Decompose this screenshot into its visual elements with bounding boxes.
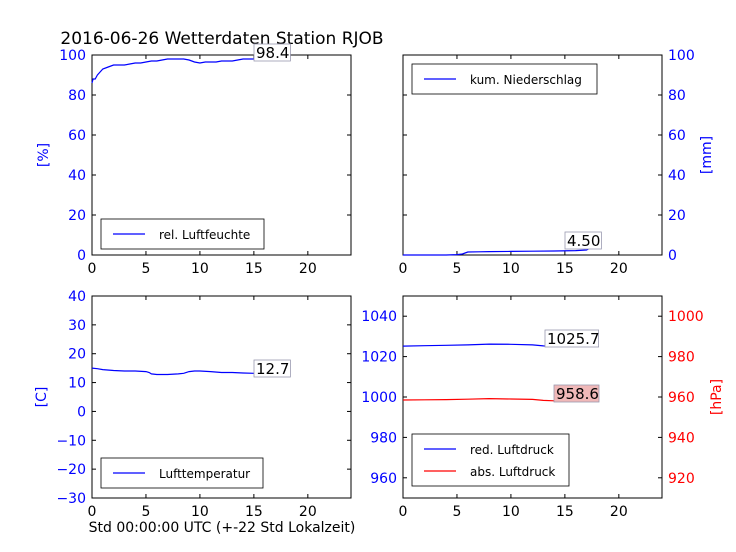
legend-label: Lufttemperatur	[159, 467, 250, 481]
y-tick-label-right: 920	[668, 471, 695, 487]
y-tick-label-right: 1000	[668, 309, 704, 325]
y-axis-label: [mm]	[699, 136, 715, 174]
x-tick-label: 15	[245, 261, 263, 277]
y-axis-label: [%]	[36, 143, 52, 167]
value-label-box	[253, 359, 291, 378]
x-tick-label: 0	[88, 504, 97, 520]
y-tick-label-left: 1040	[361, 309, 397, 325]
y-tick-label: 30	[68, 318, 86, 334]
y-tick-label-right: 960	[668, 390, 695, 406]
y-tick-label: −20	[56, 462, 86, 478]
x-tick-label: 5	[141, 261, 150, 277]
x-tick-label: 15	[556, 504, 574, 520]
y-tick-label: 60	[68, 128, 86, 144]
y-tick-label: 60	[668, 128, 686, 144]
x-tick-label: 10	[502, 504, 520, 520]
x-tick-label: 20	[299, 504, 317, 520]
x-axis-caption: Std 00:00:00 UTC (+-22 Std Lokalzeit)	[89, 520, 356, 536]
y-axis-label: [C]	[34, 387, 50, 408]
legend-label: rel. Luftfeuchte	[159, 228, 250, 242]
plot-frame	[91, 54, 352, 256]
y-tick-label: 40	[668, 168, 686, 184]
legend-box	[411, 433, 570, 487]
y-tick-label: 0	[77, 248, 86, 264]
y-tick-label: 100	[668, 48, 695, 64]
y-tick-label: 10	[68, 376, 86, 392]
value-label-box	[553, 384, 600, 403]
last-value-label: 1025.7	[547, 330, 600, 348]
y-tick-label-left: 980	[370, 430, 397, 446]
legend-label: kum. Niederschlag	[470, 73, 582, 87]
legend-label: abs. Luftdruck	[470, 465, 555, 479]
last-value-label: 12.7	[256, 360, 289, 378]
plot-frame	[91, 295, 352, 499]
x-tick-label: 0	[399, 261, 408, 277]
panel-humidity: 0 5 10 15 20 0 20 40 60 80 100 [%] 98.4 rel. Luftfeuc…	[36, 43, 352, 277]
figure-title: 2016-06-26 Wetterdaten Station RJOB	[60, 29, 383, 49]
series-line-lufttemperatur	[91, 367, 287, 376]
x-tick-label: 5	[452, 504, 461, 520]
panel-temperature: 0 5 10 15 20 −30 −20 −10 0 10 20 30 40 [C] 12.7 Lufttem…	[34, 289, 352, 520]
y-tick-label: 0	[668, 248, 677, 264]
value-label-box	[564, 231, 602, 250]
y-tick-label: 80	[68, 88, 86, 104]
x-tick-label: 20	[299, 261, 317, 277]
plot-frame	[402, 54, 663, 256]
y-tick-label-left: 1000	[361, 390, 397, 406]
x-tick-label: 20	[610, 261, 628, 277]
last-value-label: 98.4	[256, 44, 289, 62]
series-line-rel-luftfeuchte	[91, 57, 287, 84]
legend-box	[100, 218, 265, 250]
legend-label: red. Luftdruck	[470, 443, 554, 457]
value-label-box	[544, 329, 599, 348]
x-tick-label: 15	[245, 504, 263, 520]
last-value-label: 4.50	[567, 232, 600, 250]
y-tick-label: −10	[56, 433, 86, 449]
value-label-box	[253, 43, 291, 62]
y-tick-label-right: 980	[668, 350, 695, 366]
panel-pressure: 0 5 10 15 20 960 980 1000 1020 1040 920 940 960 980 10…	[361, 295, 725, 520]
y-tick-label: −30	[56, 491, 86, 507]
y-axis-label-right: [hPa]	[709, 379, 725, 415]
y-tick-label: 40	[68, 168, 86, 184]
x-tick-label: 10	[502, 261, 520, 277]
last-value-label: 958.6	[556, 385, 599, 403]
y-tick-label: 0	[77, 404, 86, 420]
y-tick-label: 20	[668, 208, 686, 224]
y-tick-label-left: 1020	[361, 350, 397, 366]
x-tick-label: 0	[88, 261, 97, 277]
y-tick-label: 40	[68, 289, 86, 305]
x-tick-label: 0	[399, 504, 408, 520]
x-tick-label: 10	[191, 261, 209, 277]
series-line-kum-niederschlag	[403, 245, 598, 256]
y-tick-label-left: 960	[370, 471, 397, 487]
y-tick-label: 20	[68, 347, 86, 363]
y-tick-label: 100	[59, 48, 86, 64]
x-tick-label: 10	[191, 504, 209, 520]
x-tick-label: 15	[556, 261, 574, 277]
y-tick-label: 80	[668, 88, 686, 104]
y-tick-label-right: 940	[668, 430, 695, 446]
x-tick-label: 5	[141, 504, 150, 520]
x-tick-label: 20	[610, 504, 628, 520]
x-tick-label: 5	[452, 261, 461, 277]
y-tick-label: 20	[68, 208, 86, 224]
panel-precipitation: 0 5 10 15 20 0 20 40 60 80 100 [mm] 4.50 kum. Nieders…	[399, 48, 715, 277]
